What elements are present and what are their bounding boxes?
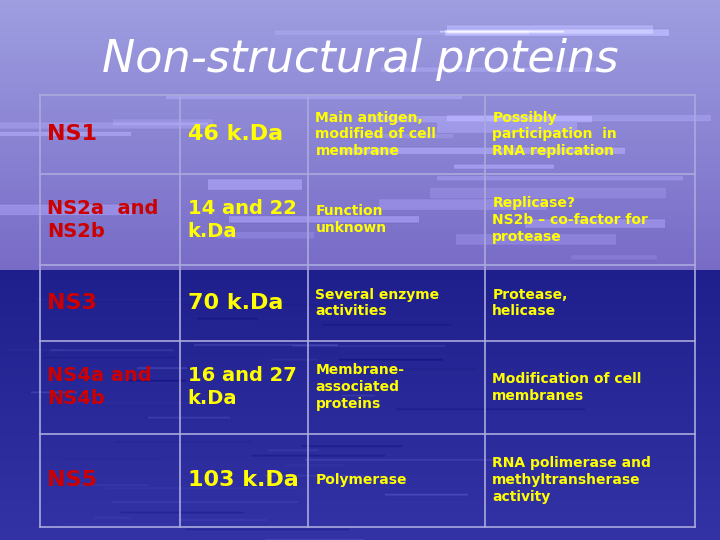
Text: NS1: NS1 bbox=[47, 124, 96, 145]
Text: 46 k.Da: 46 k.Da bbox=[188, 124, 283, 145]
Text: 70 k.Da: 70 k.Da bbox=[188, 293, 283, 313]
Text: Possibly
participation  in
RNA replication: Possibly participation in RNA replicatio… bbox=[492, 111, 617, 158]
Text: NS3: NS3 bbox=[47, 293, 96, 313]
Text: 14 and 22
k.Da: 14 and 22 k.Da bbox=[188, 199, 297, 241]
Text: Function
unknown: Function unknown bbox=[315, 205, 387, 235]
Text: Protease,
helicase: Protease, helicase bbox=[492, 288, 567, 318]
Text: Replicase?
NS2b – co-factor for
protease: Replicase? NS2b – co-factor for protease bbox=[492, 196, 648, 244]
Text: Polymerase: Polymerase bbox=[315, 473, 407, 487]
Text: Membrane-
associated
proteins: Membrane- associated proteins bbox=[315, 363, 405, 411]
Text: Modification of cell
membranes: Modification of cell membranes bbox=[492, 372, 642, 402]
Text: 16 and 27
k.Da: 16 and 27 k.Da bbox=[188, 366, 297, 408]
Text: NS4a and
NS4b: NS4a and NS4b bbox=[47, 366, 151, 408]
Text: NS2a  and
NS2b: NS2a and NS2b bbox=[47, 199, 158, 241]
Text: RNA polimerase and
methyltransherase
activity: RNA polimerase and methyltransherase act… bbox=[492, 456, 651, 504]
Text: 103 k.Da: 103 k.Da bbox=[188, 470, 298, 490]
Text: Main antigen,
modified of cell
membrane: Main antigen, modified of cell membrane bbox=[315, 111, 436, 158]
Text: Non-structural proteins: Non-structural proteins bbox=[102, 38, 618, 81]
Text: Several enzyme
activities: Several enzyme activities bbox=[315, 288, 439, 318]
Text: NS5: NS5 bbox=[47, 470, 96, 490]
